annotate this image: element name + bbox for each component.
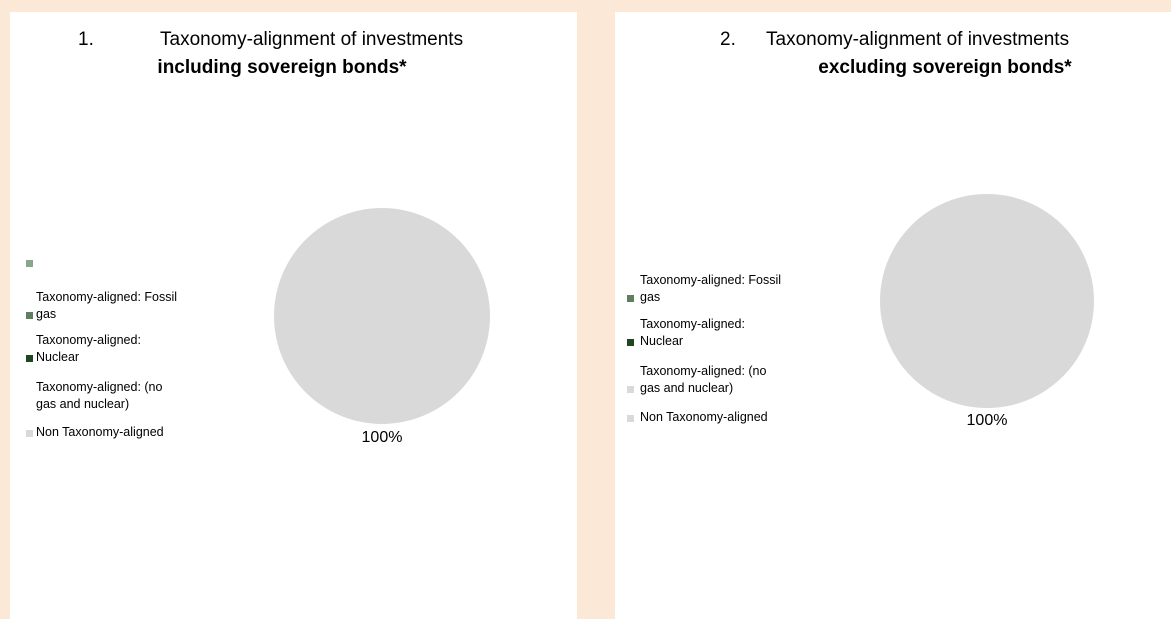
- legend-marker: [627, 295, 634, 302]
- legend-label: Non Taxonomy-aligned: [36, 425, 164, 439]
- legend-label: Taxonomy-aligned: (no gas and nuclear): [36, 380, 166, 411]
- data-label: 100%: [967, 412, 1008, 429]
- chart-title: Taxonomy-alignment of investments: [160, 29, 463, 50]
- legend-label: Taxonomy-aligned: Nuclear: [640, 317, 748, 348]
- legend-marker: [627, 415, 634, 422]
- legend-label: Taxonomy-aligned: (no gas and nuclear): [640, 364, 770, 395]
- data-label: 100%: [362, 429, 403, 446]
- legend-marker: [26, 260, 33, 267]
- chart-subtitle: including sovereign bonds*: [157, 57, 407, 78]
- legend-marker: [627, 386, 634, 393]
- chart-title: Taxonomy-alignment of investments: [766, 29, 1069, 50]
- legend-marker: [26, 355, 33, 362]
- pie-slice: [274, 208, 490, 424]
- pie-slice: [880, 194, 1094, 408]
- title-number: 2.: [720, 29, 736, 50]
- title-number: 1.: [78, 29, 94, 50]
- legend-marker: [26, 402, 33, 409]
- legend-marker: [26, 312, 33, 319]
- legend-label: Taxonomy-aligned: Fossil gas: [640, 273, 785, 304]
- legend-marker: [627, 339, 634, 346]
- legend-label: Non Taxonomy-aligned: [640, 410, 768, 424]
- legend-label: Taxonomy-aligned: Fossil gas: [36, 290, 181, 321]
- legend-marker: [26, 430, 33, 437]
- legend-label: Taxonomy-aligned: Nuclear: [36, 333, 144, 364]
- chart-subtitle: excluding sovereign bonds*: [818, 57, 1072, 78]
